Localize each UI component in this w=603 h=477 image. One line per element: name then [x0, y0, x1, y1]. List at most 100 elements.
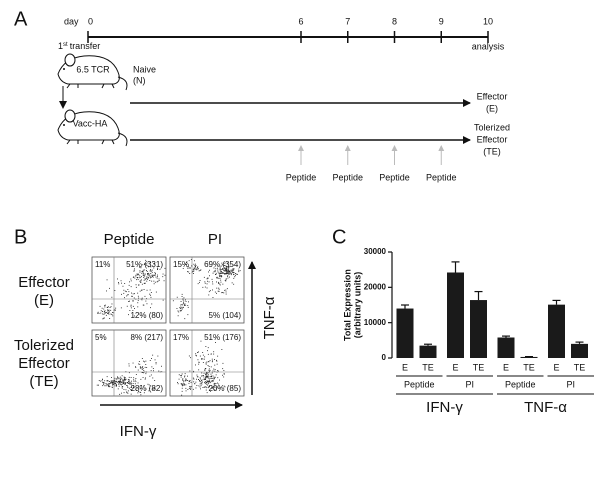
event-dot [118, 383, 119, 385]
event-dot [178, 311, 180, 313]
event-dot [150, 277, 152, 278]
event-dot [132, 362, 134, 364]
event-dot [193, 273, 194, 274]
event-dot [142, 274, 144, 276]
event-dot [117, 278, 118, 280]
bar [497, 337, 515, 358]
event-dot [209, 381, 211, 383]
event-dot [123, 379, 124, 381]
event-dot [190, 259, 192, 260]
event-dot [223, 292, 225, 294]
event-dot [200, 269, 202, 271]
event-dot [224, 273, 225, 274]
event-dot [128, 376, 130, 378]
event-dot [187, 305, 189, 306]
event-dot [199, 280, 201, 281]
event-dot [195, 266, 196, 267]
panel-label: B [14, 226, 27, 248]
event-dot [145, 364, 147, 365]
event-dot [204, 382, 206, 384]
bar [470, 300, 487, 358]
quadrant-percent: 12% (80) [131, 311, 164, 320]
event-dot [200, 385, 202, 387]
event-dot [199, 270, 201, 271]
event-dot [188, 260, 190, 262]
event-dot [181, 387, 183, 389]
event-dot [195, 353, 197, 355]
event-dot [224, 386, 226, 388]
event-dot [226, 288, 228, 290]
event-dot [201, 383, 203, 385]
event-dot [131, 295, 133, 297]
event-dot [209, 381, 210, 382]
event-dot [208, 368, 210, 370]
event-dot [156, 277, 158, 279]
event-dot [113, 380, 115, 382]
event-dot [219, 275, 221, 276]
event-dot [139, 367, 141, 369]
event-dot [153, 283, 155, 285]
event-dot [136, 389, 137, 391]
event-dot [98, 313, 100, 314]
tolerized-label: (TE) [483, 146, 501, 156]
event-dot [140, 385, 142, 386]
event-dot [212, 297, 214, 298]
event-dot [194, 268, 196, 270]
event-dot [206, 392, 208, 394]
event-dot [150, 266, 152, 268]
event-dot [133, 387, 135, 389]
event-dot [187, 375, 188, 377]
event-dot [221, 264, 223, 266]
event-dot [184, 305, 185, 306]
event-dot [138, 274, 140, 276]
event-dot [118, 283, 120, 285]
event-dot [201, 358, 203, 359]
mouse-ear [64, 53, 76, 67]
event-dot [157, 268, 158, 270]
event-dot [156, 281, 158, 283]
quadrant-percent: 15% [173, 260, 189, 269]
event-dot [164, 267, 166, 269]
event-dot [117, 381, 119, 383]
event-dot [205, 377, 206, 379]
x-tick-label: TE [473, 362, 485, 372]
event-dot [238, 269, 240, 271]
event-dot [219, 273, 221, 274]
event-dot [106, 279, 108, 281]
event-dot [192, 270, 194, 272]
event-dot [188, 301, 189, 303]
event-dot [209, 290, 211, 292]
event-dot [219, 379, 220, 381]
panel-label: A [14, 8, 28, 30]
event-dot [186, 262, 188, 263]
event-dot [209, 370, 210, 372]
event-dot [226, 273, 228, 274]
event-dot [233, 274, 235, 276]
event-dot [104, 304, 106, 306]
event-dot [114, 377, 116, 379]
event-dot [195, 354, 197, 356]
event-dot [148, 277, 149, 278]
event-dot [211, 377, 213, 379]
event-dot [148, 384, 150, 386]
event-dot [213, 271, 215, 273]
event-dot [198, 362, 200, 363]
event-dot [149, 262, 151, 264]
event-dot [140, 280, 142, 282]
event-dot [106, 290, 107, 292]
day-number: 0 [88, 16, 93, 26]
event-dot [218, 272, 220, 274]
event-dot [202, 381, 203, 383]
event-dot [121, 386, 123, 388]
y-axis-label: (arbitrary units) [352, 272, 362, 339]
event-dot [207, 280, 208, 282]
event-dot [108, 384, 110, 386]
peptide-label: Peptide [332, 172, 363, 182]
event-dot [146, 276, 148, 278]
event-dot [116, 385, 117, 387]
event-dot [122, 380, 123, 382]
event-dot [138, 284, 140, 286]
event-dot [121, 383, 123, 385]
event-dot [189, 273, 191, 274]
event-dot [199, 355, 201, 357]
